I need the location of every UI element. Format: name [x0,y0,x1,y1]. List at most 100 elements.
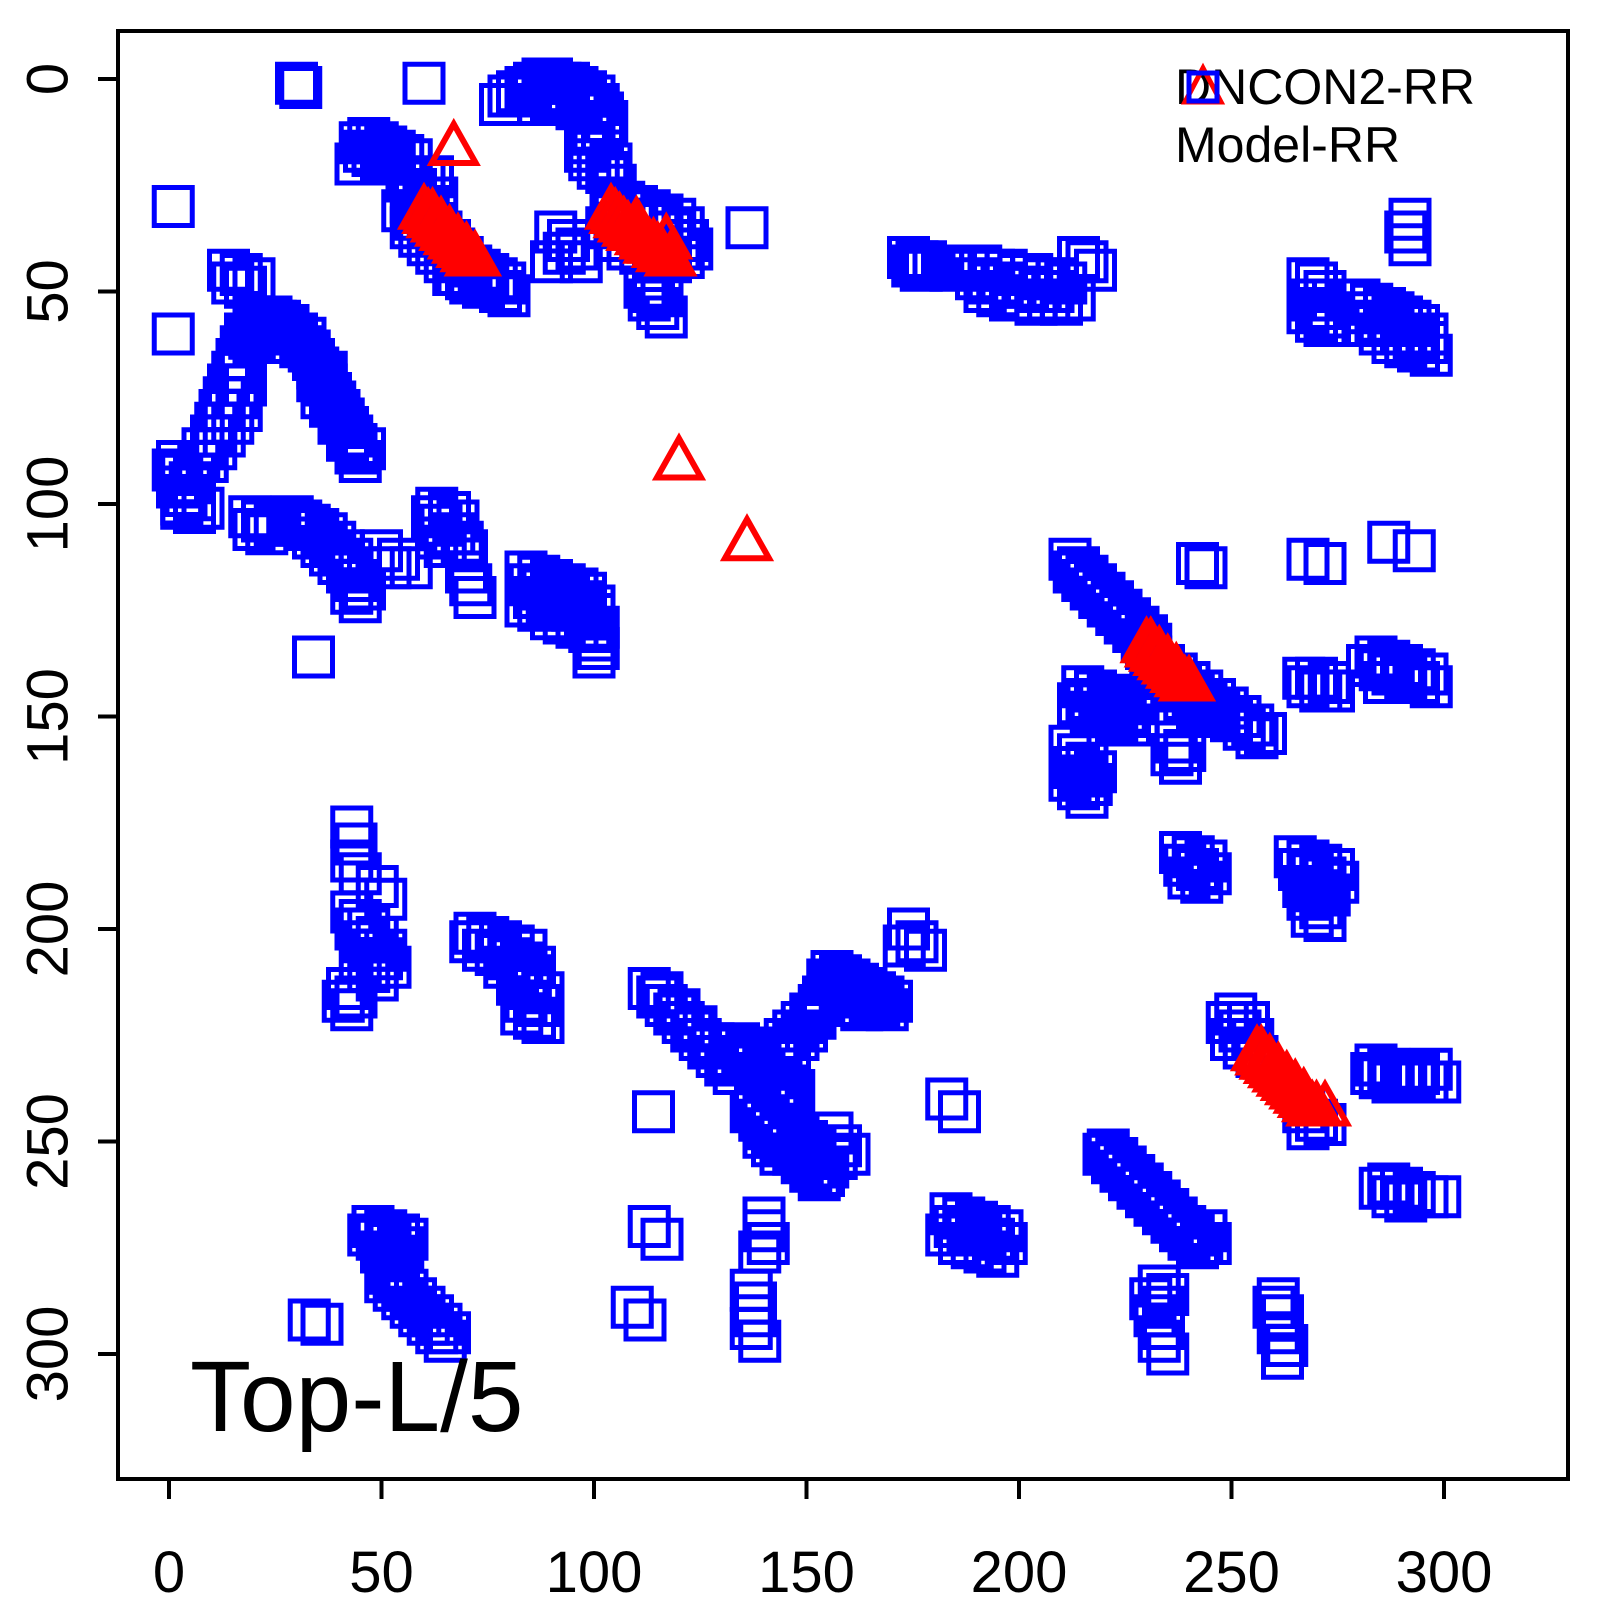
y-axis-tick-label: 50 [15,259,80,324]
model-rr-point [287,1298,331,1342]
model-rr-point [738,1319,782,1363]
model-rr-point [1048,758,1092,802]
model-rr-point [1176,848,1219,891]
model-rr-point [644,295,688,339]
model-rr-point [249,308,293,352]
model-rr-point [479,270,522,313]
model-rr-point [1409,665,1453,709]
model-rr-point [1384,1060,1428,1104]
model-rr-point [1312,669,1355,713]
model-rr-point [1176,542,1219,585]
model-rr-point [330,988,374,1032]
model-rr-point [636,287,680,330]
y-axis-tick-label: 0 [15,63,80,95]
model-rr-point [891,244,935,288]
model-rr-point [1397,329,1440,373]
model-rr-point [1409,1047,1453,1091]
dncon2-rr-point [1132,623,1187,672]
model-rr-point [1074,248,1117,292]
model-rr-point [415,516,459,560]
y-axis-tick-label: 100 [15,456,80,553]
model-rr-point [572,635,616,679]
model-rr-point [181,486,225,530]
model-rr-point [610,1285,654,1329]
model-rr-point [1235,716,1279,760]
model-rr-point [1040,282,1083,326]
legend-label-modelrr: Model-RR [1175,117,1401,173]
legend-item-dncon2rr: DNCON2-RR [1165,58,1475,116]
dncon2-rr-point [426,117,481,166]
dncon2-rr-point [1297,1078,1353,1127]
dncon2-rr-point [1251,1040,1306,1089]
model-rr-point [368,945,412,989]
model-rr-point [1261,1336,1304,1380]
model-rr-point [1397,661,1440,704]
model-rr-point [530,78,573,122]
model-rr-point [215,376,259,420]
model-rr-point [1108,703,1151,747]
model-rr-point [500,992,544,1036]
model-rr-point [1074,750,1117,794]
dncon2-rr-point [430,211,486,260]
model-rr-point [963,270,1007,313]
model-rr-point [1350,1052,1394,1095]
model-rr-point [453,576,497,619]
model-rr-point [1384,210,1428,254]
model-rr-point [976,1234,1020,1278]
model-rr-point [734,1294,777,1338]
dncon2-rr-point [1242,1031,1297,1080]
model-rr-point [1418,1175,1462,1219]
model-rr-point [1358,1166,1402,1210]
legend: DNCON2-RR Model-RR [1165,58,1475,174]
dncon2-rr-point [609,194,664,243]
x-axis-tick-label: 100 [546,1540,643,1600]
model-rr-point [1392,529,1436,573]
model-rr-point [300,1302,344,1346]
model-rr-point [1184,546,1228,590]
model-rr-point [1129,1277,1173,1321]
model-rr-point [793,1128,837,1172]
y-axis-tick-label: 300 [15,1306,80,1403]
model-rr-point [1188,1222,1232,1265]
model-rr-point [640,1217,684,1261]
model-rr-point [449,563,493,607]
model-rr-point [334,431,378,475]
legend-item-modelrr: Model-RR [1165,70,1475,174]
dncon2-rr-point [413,194,469,243]
model-rr-point [950,1226,994,1270]
model-rr-point [241,312,284,356]
model-rr-point [1184,1209,1228,1253]
model-rr-point [1295,299,1338,343]
model-rr-point [1180,860,1224,904]
model-rr-point [275,61,318,105]
dncon2-rr-point [651,432,707,481]
dncon2-rr-point [1259,1048,1314,1097]
model-rr-point [445,550,488,594]
model-rr-point [576,627,620,670]
model-rr-point [1082,695,1126,738]
model-rr-point [173,491,216,534]
model-rr-point [275,503,318,547]
model-rr-point [1388,223,1432,267]
model-rr-point [729,1307,773,1350]
model-rr-point [785,1120,828,1163]
model-rr-point [819,1124,862,1168]
model-rr-point [1065,240,1109,284]
model-rr-point [882,924,926,968]
model-rr-point [1346,304,1389,347]
dncon2-rr-point [1161,653,1217,702]
model-rr-point [712,1026,756,1070]
model-rr-point [1057,682,1100,726]
model-rr-point [1367,520,1411,564]
model-rr-point [330,571,374,615]
dncon2-rr-point [422,202,477,251]
model-rr-point [746,1222,790,1265]
model-rr-point [224,265,267,309]
y-axis-tick-label: 200 [15,881,80,978]
model-rr-point [1290,894,1334,938]
x-axis-tick-label: 300 [1396,1540,1493,1600]
x-axis-tick-label: 200 [971,1540,1068,1600]
model-rr-point [338,580,382,624]
dncon2-rr-point [405,185,460,234]
